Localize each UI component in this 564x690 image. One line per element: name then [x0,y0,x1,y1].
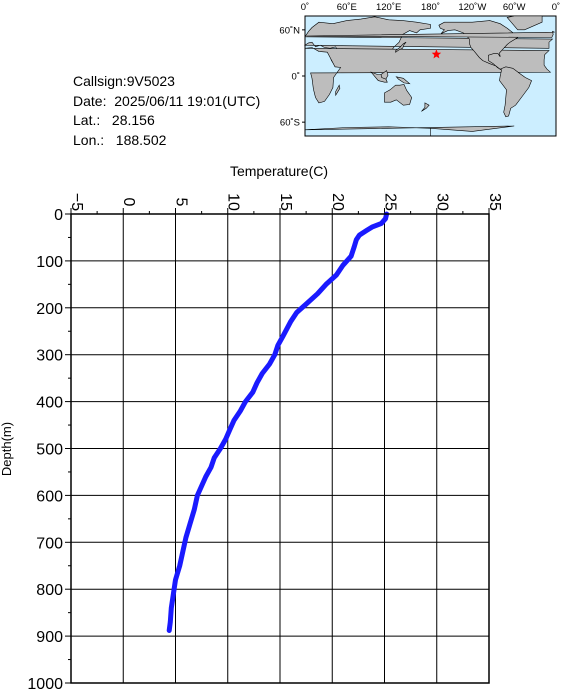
map-lon-label: 0˚ [301,2,309,13]
landmass [370,71,388,83]
y-tick-label: 900 [36,629,63,646]
x-axis-label: Temperature(C) [230,163,328,179]
x-tick-label: 25 [381,193,398,211]
map-lon-label: 180˚ [421,2,440,13]
chart-ticks [65,208,490,684]
map-lon-label: 60˚W [503,2,526,13]
map-tick-labels: 0˚ 60˚E 120˚E 180˚ 120˚W 60˚W 0˚ 60˚N 0˚ 60˚S [279,2,560,129]
x-tick-labels: −5 0 5 10 15 20 25 30 35 [68,193,503,211]
y-tick-label: 500 [36,442,63,459]
y-tick-label: 1000 [27,676,63,690]
landmass [395,41,407,53]
x-tick-label: −5 [68,193,85,211]
y-tick-label: 0 [54,207,63,224]
y-tick-label: 600 [36,488,63,505]
plot-frame [70,213,490,684]
landmass [395,76,411,85]
map-lon-label: 0˚ [552,2,560,13]
landmass [335,84,341,97]
x-tick-label: 10 [225,193,242,211]
y-tick-label: 100 [36,254,63,271]
landmass [304,125,515,136]
landmass [421,102,430,112]
chart-grid [70,213,490,684]
y-axis-label: Depth(m) [0,422,14,476]
y-tick-label: 200 [36,301,63,318]
y-tick-labels: 0 100 200 300 400 500 600 700 800 900 1000 [27,207,63,690]
x-tick-label: 30 [434,193,451,211]
landmass [506,15,543,31]
y-tick-label: 700 [36,535,63,552]
y-tick-label: 400 [36,395,63,412]
x-tick-label: 20 [329,193,346,211]
map-lat-label: 0˚ [292,72,300,83]
y-tick-label: 800 [36,582,63,599]
map-lat-label: 60˚S [280,118,300,129]
map-lon-label: 120˚E [376,2,401,13]
landmass [384,84,413,106]
map-marker [431,49,442,59]
x-tick-label: 15 [277,193,294,211]
latitude-label: Lat.: 28.156 [73,112,155,128]
x-tick-label: 35 [486,193,503,211]
x-tick-label: 0 [120,198,137,207]
map-land [304,15,555,136]
map-lon-label: 120˚W [458,2,486,13]
date-label: Date: 2025/06/11 19:01(UTC) [73,92,261,109]
callsign-label: Callsign:9V5023 [73,73,175,89]
landmass [306,30,555,38]
landmass [380,70,389,80]
map-lon-label: 60˚E [337,2,357,13]
y-tick-label: 300 [36,348,63,365]
station-star-icon [431,49,442,59]
landmass [499,66,532,118]
longitude-label: Lon.: 188.502 [73,131,167,148]
chart-series [166,211,390,633]
map-lat-label: 60˚N [279,25,300,36]
temperature-profile-line [166,211,390,633]
station-info: Callsign:9V5023 Date: 2025/06/11 19:01(U… [73,72,260,150]
x-tick-label: 5 [172,198,189,207]
